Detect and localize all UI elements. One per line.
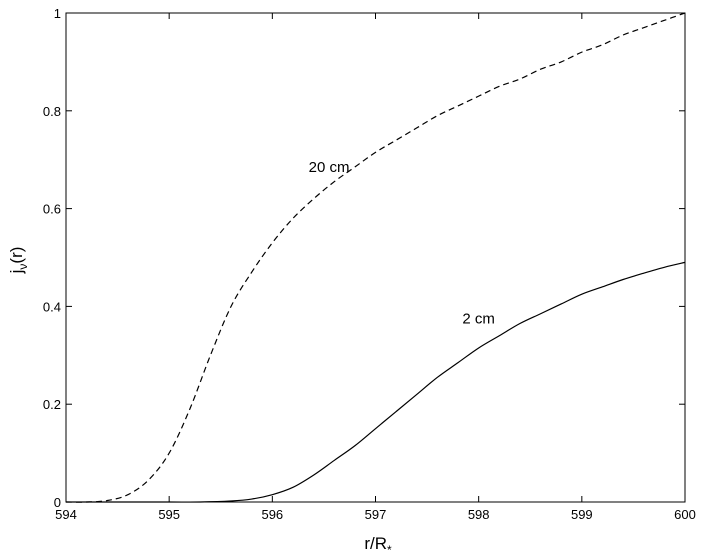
x-tick-label: 596 xyxy=(261,507,283,522)
x-axis-label-main: r/R xyxy=(364,534,387,553)
x-tick-label: 595 xyxy=(158,507,180,522)
y-tick-label: 0.2 xyxy=(43,397,61,412)
series-line-20-cm xyxy=(65,12,686,503)
x-axis-label-subscript: * xyxy=(387,543,392,557)
y-tick-label: 0.4 xyxy=(43,299,61,314)
y-axis-label-main: j xyxy=(7,270,26,275)
x-tick-label: 598 xyxy=(468,507,490,522)
annotation-20-cm: 20 cm xyxy=(309,159,350,176)
y-tick-label: 0 xyxy=(54,495,61,510)
y-axis-label: jν(r) xyxy=(7,247,30,275)
y-tick-label: 0.8 xyxy=(43,104,61,119)
y-tick-label: 1 xyxy=(54,6,61,21)
x-tick-label: 597 xyxy=(365,507,387,522)
y-axis-label-subscript: ν xyxy=(16,264,30,270)
y-axis-label-suffix: (r) xyxy=(7,247,26,264)
x-tick-label: 599 xyxy=(571,507,593,522)
plot-area: 594 595 596 597 598 599 600 0 0.2 0.4 0.6 0.8 1 20 cm… xyxy=(43,6,696,522)
x-axis-label: r/R* xyxy=(364,534,392,557)
series-line-2-cm xyxy=(66,261,686,503)
x-tick-label: 600 xyxy=(674,507,696,522)
annotation-2-cm: 2 cm xyxy=(462,311,495,328)
y-tick-label: 0.6 xyxy=(43,202,61,217)
x-tick-label: 594 xyxy=(55,507,77,522)
